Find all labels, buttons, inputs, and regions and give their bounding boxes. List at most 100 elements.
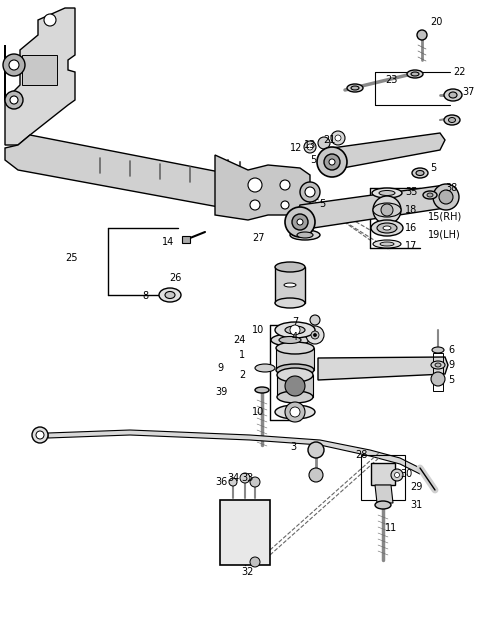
Polygon shape <box>215 155 310 220</box>
Text: 10: 10 <box>252 407 264 417</box>
Text: 6: 6 <box>448 345 454 355</box>
Text: 38: 38 <box>445 183 457 193</box>
Circle shape <box>250 477 260 487</box>
Circle shape <box>391 469 403 481</box>
Circle shape <box>248 178 262 192</box>
Text: 18: 18 <box>405 205 417 215</box>
Text: 10: 10 <box>252 325 264 335</box>
Circle shape <box>395 472 399 477</box>
Circle shape <box>36 431 44 439</box>
Text: 5: 5 <box>448 375 454 385</box>
Circle shape <box>285 402 305 422</box>
Circle shape <box>381 204 393 216</box>
Circle shape <box>313 334 316 337</box>
Circle shape <box>324 154 340 170</box>
Circle shape <box>308 442 324 458</box>
Circle shape <box>229 478 237 486</box>
Ellipse shape <box>284 283 296 287</box>
Text: 31: 31 <box>410 500 422 510</box>
Text: 21: 21 <box>324 135 336 145</box>
Ellipse shape <box>275 262 305 272</box>
Text: 14: 14 <box>162 237 174 247</box>
Circle shape <box>317 147 347 177</box>
Text: 5: 5 <box>430 163 436 173</box>
Text: 5: 5 <box>310 155 316 165</box>
Ellipse shape <box>371 220 403 236</box>
Text: 26: 26 <box>169 273 182 283</box>
Ellipse shape <box>255 364 275 372</box>
Text: 15(RH): 15(RH) <box>428 211 462 221</box>
Ellipse shape <box>372 188 402 198</box>
Circle shape <box>10 96 18 104</box>
Ellipse shape <box>435 363 441 367</box>
Ellipse shape <box>285 326 305 334</box>
Ellipse shape <box>416 170 424 176</box>
Text: 3: 3 <box>290 442 296 452</box>
Circle shape <box>431 372 445 386</box>
Bar <box>371 463 395 485</box>
Ellipse shape <box>407 70 423 78</box>
Polygon shape <box>318 357 448 380</box>
Circle shape <box>311 331 319 339</box>
Circle shape <box>290 407 300 417</box>
Ellipse shape <box>444 89 462 101</box>
Ellipse shape <box>271 334 309 346</box>
Text: 34: 34 <box>228 473 240 483</box>
Bar <box>361 455 405 500</box>
Text: 8: 8 <box>142 291 148 301</box>
Text: 2: 2 <box>239 370 245 380</box>
Circle shape <box>250 557 260 567</box>
Text: 25: 25 <box>65 253 77 263</box>
Ellipse shape <box>279 337 301 344</box>
Text: 30: 30 <box>400 469 412 479</box>
Text: 23: 23 <box>385 75 397 85</box>
Circle shape <box>300 182 320 202</box>
Polygon shape <box>375 485 393 503</box>
Text: 4: 4 <box>292 332 298 342</box>
Text: 32: 32 <box>242 567 254 577</box>
Circle shape <box>304 141 316 153</box>
Ellipse shape <box>444 115 460 125</box>
Text: 16: 16 <box>405 223 417 233</box>
Text: 12: 12 <box>289 143 302 153</box>
Ellipse shape <box>276 364 314 376</box>
Ellipse shape <box>380 242 394 246</box>
Circle shape <box>290 325 300 335</box>
Circle shape <box>373 196 401 224</box>
Bar <box>182 236 190 243</box>
Circle shape <box>32 427 48 443</box>
Ellipse shape <box>449 92 457 98</box>
Circle shape <box>5 91 23 109</box>
Text: 35: 35 <box>405 187 418 197</box>
Circle shape <box>307 144 313 150</box>
Ellipse shape <box>373 240 401 248</box>
Ellipse shape <box>255 387 269 393</box>
Circle shape <box>297 219 303 225</box>
Ellipse shape <box>431 361 445 369</box>
Text: 24: 24 <box>234 335 246 345</box>
Circle shape <box>417 30 427 40</box>
Circle shape <box>285 376 305 396</box>
Circle shape <box>318 137 330 149</box>
Ellipse shape <box>159 288 181 302</box>
Text: 13: 13 <box>304 140 316 150</box>
Circle shape <box>9 60 19 70</box>
Text: 11: 11 <box>385 523 397 533</box>
Text: 33: 33 <box>242 473 254 483</box>
Ellipse shape <box>432 347 444 353</box>
Ellipse shape <box>275 298 305 308</box>
Ellipse shape <box>290 230 320 240</box>
Circle shape <box>281 201 289 209</box>
Text: 28: 28 <box>356 450 368 460</box>
Circle shape <box>3 54 25 76</box>
Circle shape <box>331 131 345 145</box>
Ellipse shape <box>275 322 315 338</box>
Polygon shape <box>295 185 450 230</box>
Circle shape <box>305 187 315 197</box>
Ellipse shape <box>427 193 433 197</box>
Text: 7: 7 <box>292 317 298 327</box>
Ellipse shape <box>297 232 313 238</box>
Text: 37: 37 <box>462 87 474 97</box>
Bar <box>22 55 57 85</box>
Ellipse shape <box>275 405 315 419</box>
